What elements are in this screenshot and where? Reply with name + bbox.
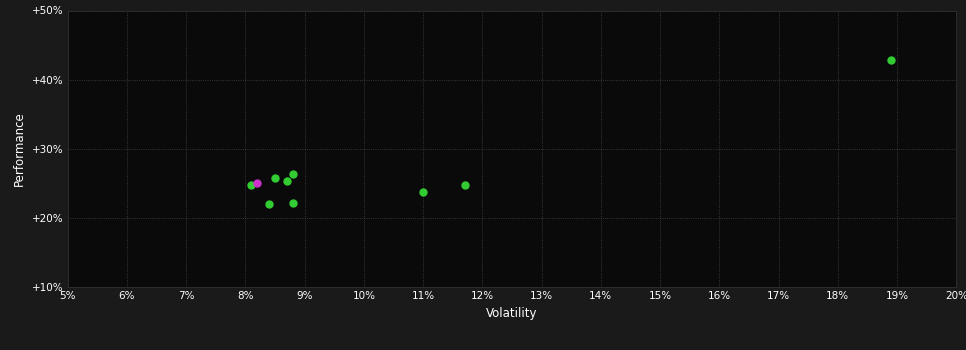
Point [243,182,259,188]
Y-axis label: Performance: Performance [14,111,26,186]
Point [457,182,472,188]
Point [262,201,277,207]
X-axis label: Volatility: Volatility [486,307,538,320]
Point [884,57,899,63]
Point [268,175,283,181]
Point [249,181,265,186]
Point [285,172,300,177]
Point [279,178,295,184]
Point [285,200,300,205]
Point [415,189,431,195]
